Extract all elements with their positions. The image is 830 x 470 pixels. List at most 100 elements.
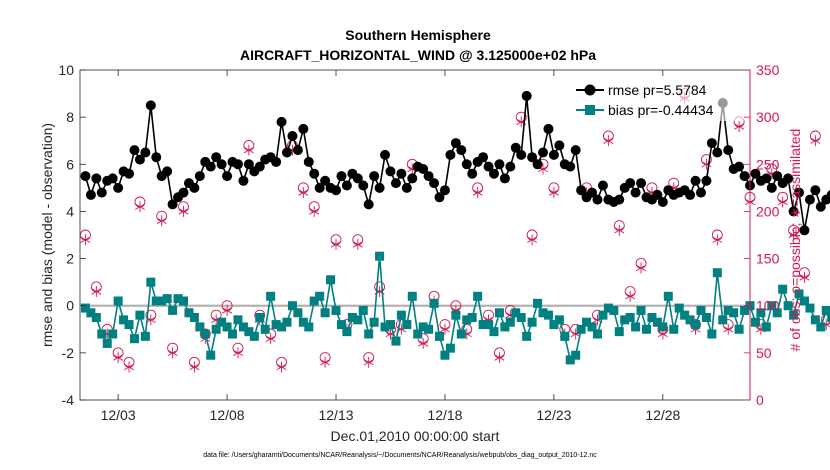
bias-point <box>97 329 107 339</box>
bias-point <box>789 310 799 320</box>
rmse-point <box>527 152 538 163</box>
rmse-point <box>576 185 587 196</box>
obs-assimilated-point <box>712 234 723 246</box>
bias-point <box>462 315 472 325</box>
bias-point <box>342 327 352 337</box>
bias-point <box>511 308 521 318</box>
rmse-point <box>331 185 342 196</box>
obs-assimilated-point <box>494 352 505 364</box>
bias-point <box>102 338 112 348</box>
bias-point <box>407 291 417 301</box>
rmse-point <box>788 206 799 217</box>
bias-point <box>228 329 238 339</box>
rmse-point <box>636 178 647 189</box>
rmse-point <box>401 182 412 193</box>
obs-assimilated-point <box>320 356 331 368</box>
rmse-point <box>429 178 440 189</box>
bias-point <box>816 322 826 332</box>
rmse-point <box>690 175 701 186</box>
bias-point <box>435 331 445 341</box>
bias-point <box>385 320 395 330</box>
bias-point <box>614 327 624 337</box>
bias-point <box>287 301 297 311</box>
rmse-point <box>456 145 467 156</box>
rmse-point <box>614 194 625 205</box>
obs-assimilated-point <box>614 224 625 236</box>
obs-assimilated-point <box>113 352 124 364</box>
footer-datafile: data file: /Users/gharamti/Documents/NCA… <box>203 452 597 459</box>
bias-point <box>701 313 711 322</box>
rmse-point <box>216 159 227 170</box>
y-tick-label: -2 <box>62 345 75 361</box>
bias-point <box>636 305 646 315</box>
rmse-point <box>799 225 810 236</box>
bias-point <box>549 320 559 330</box>
bias-point <box>750 317 760 327</box>
bias-point <box>756 308 766 318</box>
bias-point <box>260 324 270 334</box>
obs-assimilated-point <box>309 205 320 217</box>
rmse-point <box>320 175 331 186</box>
rmse-point <box>488 168 499 179</box>
bias-point <box>151 296 161 306</box>
bias-point <box>380 322 390 332</box>
bias-point <box>538 308 548 318</box>
bias-point <box>625 313 635 322</box>
bias-point <box>364 329 374 339</box>
rmse-point <box>625 178 636 189</box>
bias-point <box>723 305 733 315</box>
rmse-series <box>80 90 830 236</box>
plot-frame <box>79 69 751 401</box>
bias-point <box>783 301 793 311</box>
bias-point <box>396 310 406 320</box>
bias-point <box>233 315 243 325</box>
rmse-point <box>396 168 407 179</box>
y2-axis-label: # of obs: o=possible; ∗=assimilated <box>787 129 803 352</box>
bias-point <box>587 322 597 332</box>
bias-point <box>298 317 308 327</box>
y2-tick-label: 150 <box>756 251 780 267</box>
bias-point <box>718 315 728 325</box>
rmse-point <box>478 152 489 163</box>
rmse-point <box>222 171 233 182</box>
bias-point <box>347 313 357 322</box>
rmse-point <box>107 173 118 184</box>
rmse-point <box>826 190 830 200</box>
y-axis-left: -4 -2 0 2 4 6 8 10 <box>58 62 86 408</box>
bias-point <box>707 329 717 339</box>
obs-assimilated-point <box>91 286 102 298</box>
x-tick-label: 12/13 <box>318 407 353 423</box>
bias-point <box>135 310 145 320</box>
bias-point <box>80 303 90 313</box>
bias-point <box>821 305 830 315</box>
rmse-point <box>597 180 608 191</box>
rmse-point <box>761 173 772 184</box>
bias-point <box>598 310 608 320</box>
y-axis-label: rmse and bias (model - observation) <box>39 123 55 347</box>
bias-point <box>146 277 156 287</box>
rmse-point <box>113 182 124 193</box>
rmse-point <box>815 201 826 212</box>
y-tick-label: 2 <box>66 251 74 267</box>
obs-assimilated-point <box>363 356 374 368</box>
bias-point <box>282 317 292 327</box>
bias-point <box>631 322 641 332</box>
x-tick-label: 12/03 <box>101 407 136 423</box>
rmse-point <box>145 100 156 111</box>
x-tick-label: 12/28 <box>645 407 680 423</box>
obs-assimilated-point <box>734 121 745 133</box>
rmse-point <box>445 149 456 160</box>
rmse-point <box>516 149 527 160</box>
bias-point <box>576 324 586 334</box>
x-tick-label: 12/23 <box>536 407 571 423</box>
bias-point <box>467 313 477 322</box>
bias-point <box>674 303 684 313</box>
bias-point <box>189 313 199 322</box>
obs-assimilated-point <box>777 196 788 208</box>
obs-assimilated-point <box>124 361 135 373</box>
rmse-point <box>685 189 696 200</box>
bias-point <box>691 320 701 330</box>
rmse-point <box>243 159 254 170</box>
bias-point <box>206 350 216 360</box>
rmse-point <box>701 175 712 186</box>
